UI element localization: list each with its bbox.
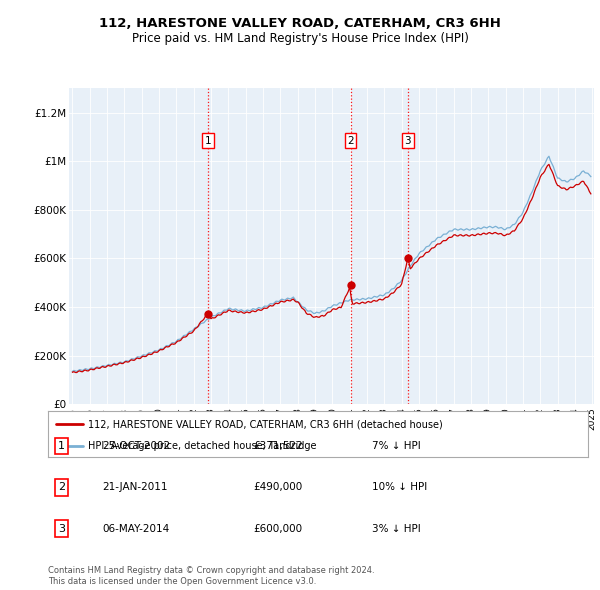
Text: 3% ↓ HPI: 3% ↓ HPI	[372, 524, 421, 533]
Text: 10% ↓ HPI: 10% ↓ HPI	[372, 483, 427, 492]
Text: 21-JAN-2011: 21-JAN-2011	[102, 483, 167, 492]
Text: 3: 3	[58, 524, 65, 533]
Text: £371,522: £371,522	[253, 441, 303, 451]
Text: 112, HARESTONE VALLEY ROAD, CATERHAM, CR3 6HH (detached house): 112, HARESTONE VALLEY ROAD, CATERHAM, CR…	[89, 419, 443, 429]
Text: 2: 2	[58, 483, 65, 492]
Text: £600,000: £600,000	[253, 524, 302, 533]
Text: £490,000: £490,000	[253, 483, 302, 492]
Text: Price paid vs. HM Land Registry's House Price Index (HPI): Price paid vs. HM Land Registry's House …	[131, 32, 469, 45]
Text: HPI: Average price, detached house, Tandridge: HPI: Average price, detached house, Tand…	[89, 441, 317, 451]
Text: 1: 1	[205, 136, 211, 146]
Text: 2: 2	[347, 136, 354, 146]
Text: 7% ↓ HPI: 7% ↓ HPI	[372, 441, 421, 451]
Text: 25-OCT-2002: 25-OCT-2002	[102, 441, 170, 451]
Text: Contains HM Land Registry data © Crown copyright and database right 2024.: Contains HM Land Registry data © Crown c…	[48, 566, 374, 575]
Text: This data is licensed under the Open Government Licence v3.0.: This data is licensed under the Open Gov…	[48, 577, 316, 586]
Text: 06-MAY-2014: 06-MAY-2014	[102, 524, 169, 533]
Text: 3: 3	[404, 136, 411, 146]
Text: 1: 1	[58, 441, 65, 451]
Text: 112, HARESTONE VALLEY ROAD, CATERHAM, CR3 6HH: 112, HARESTONE VALLEY ROAD, CATERHAM, CR…	[99, 17, 501, 30]
